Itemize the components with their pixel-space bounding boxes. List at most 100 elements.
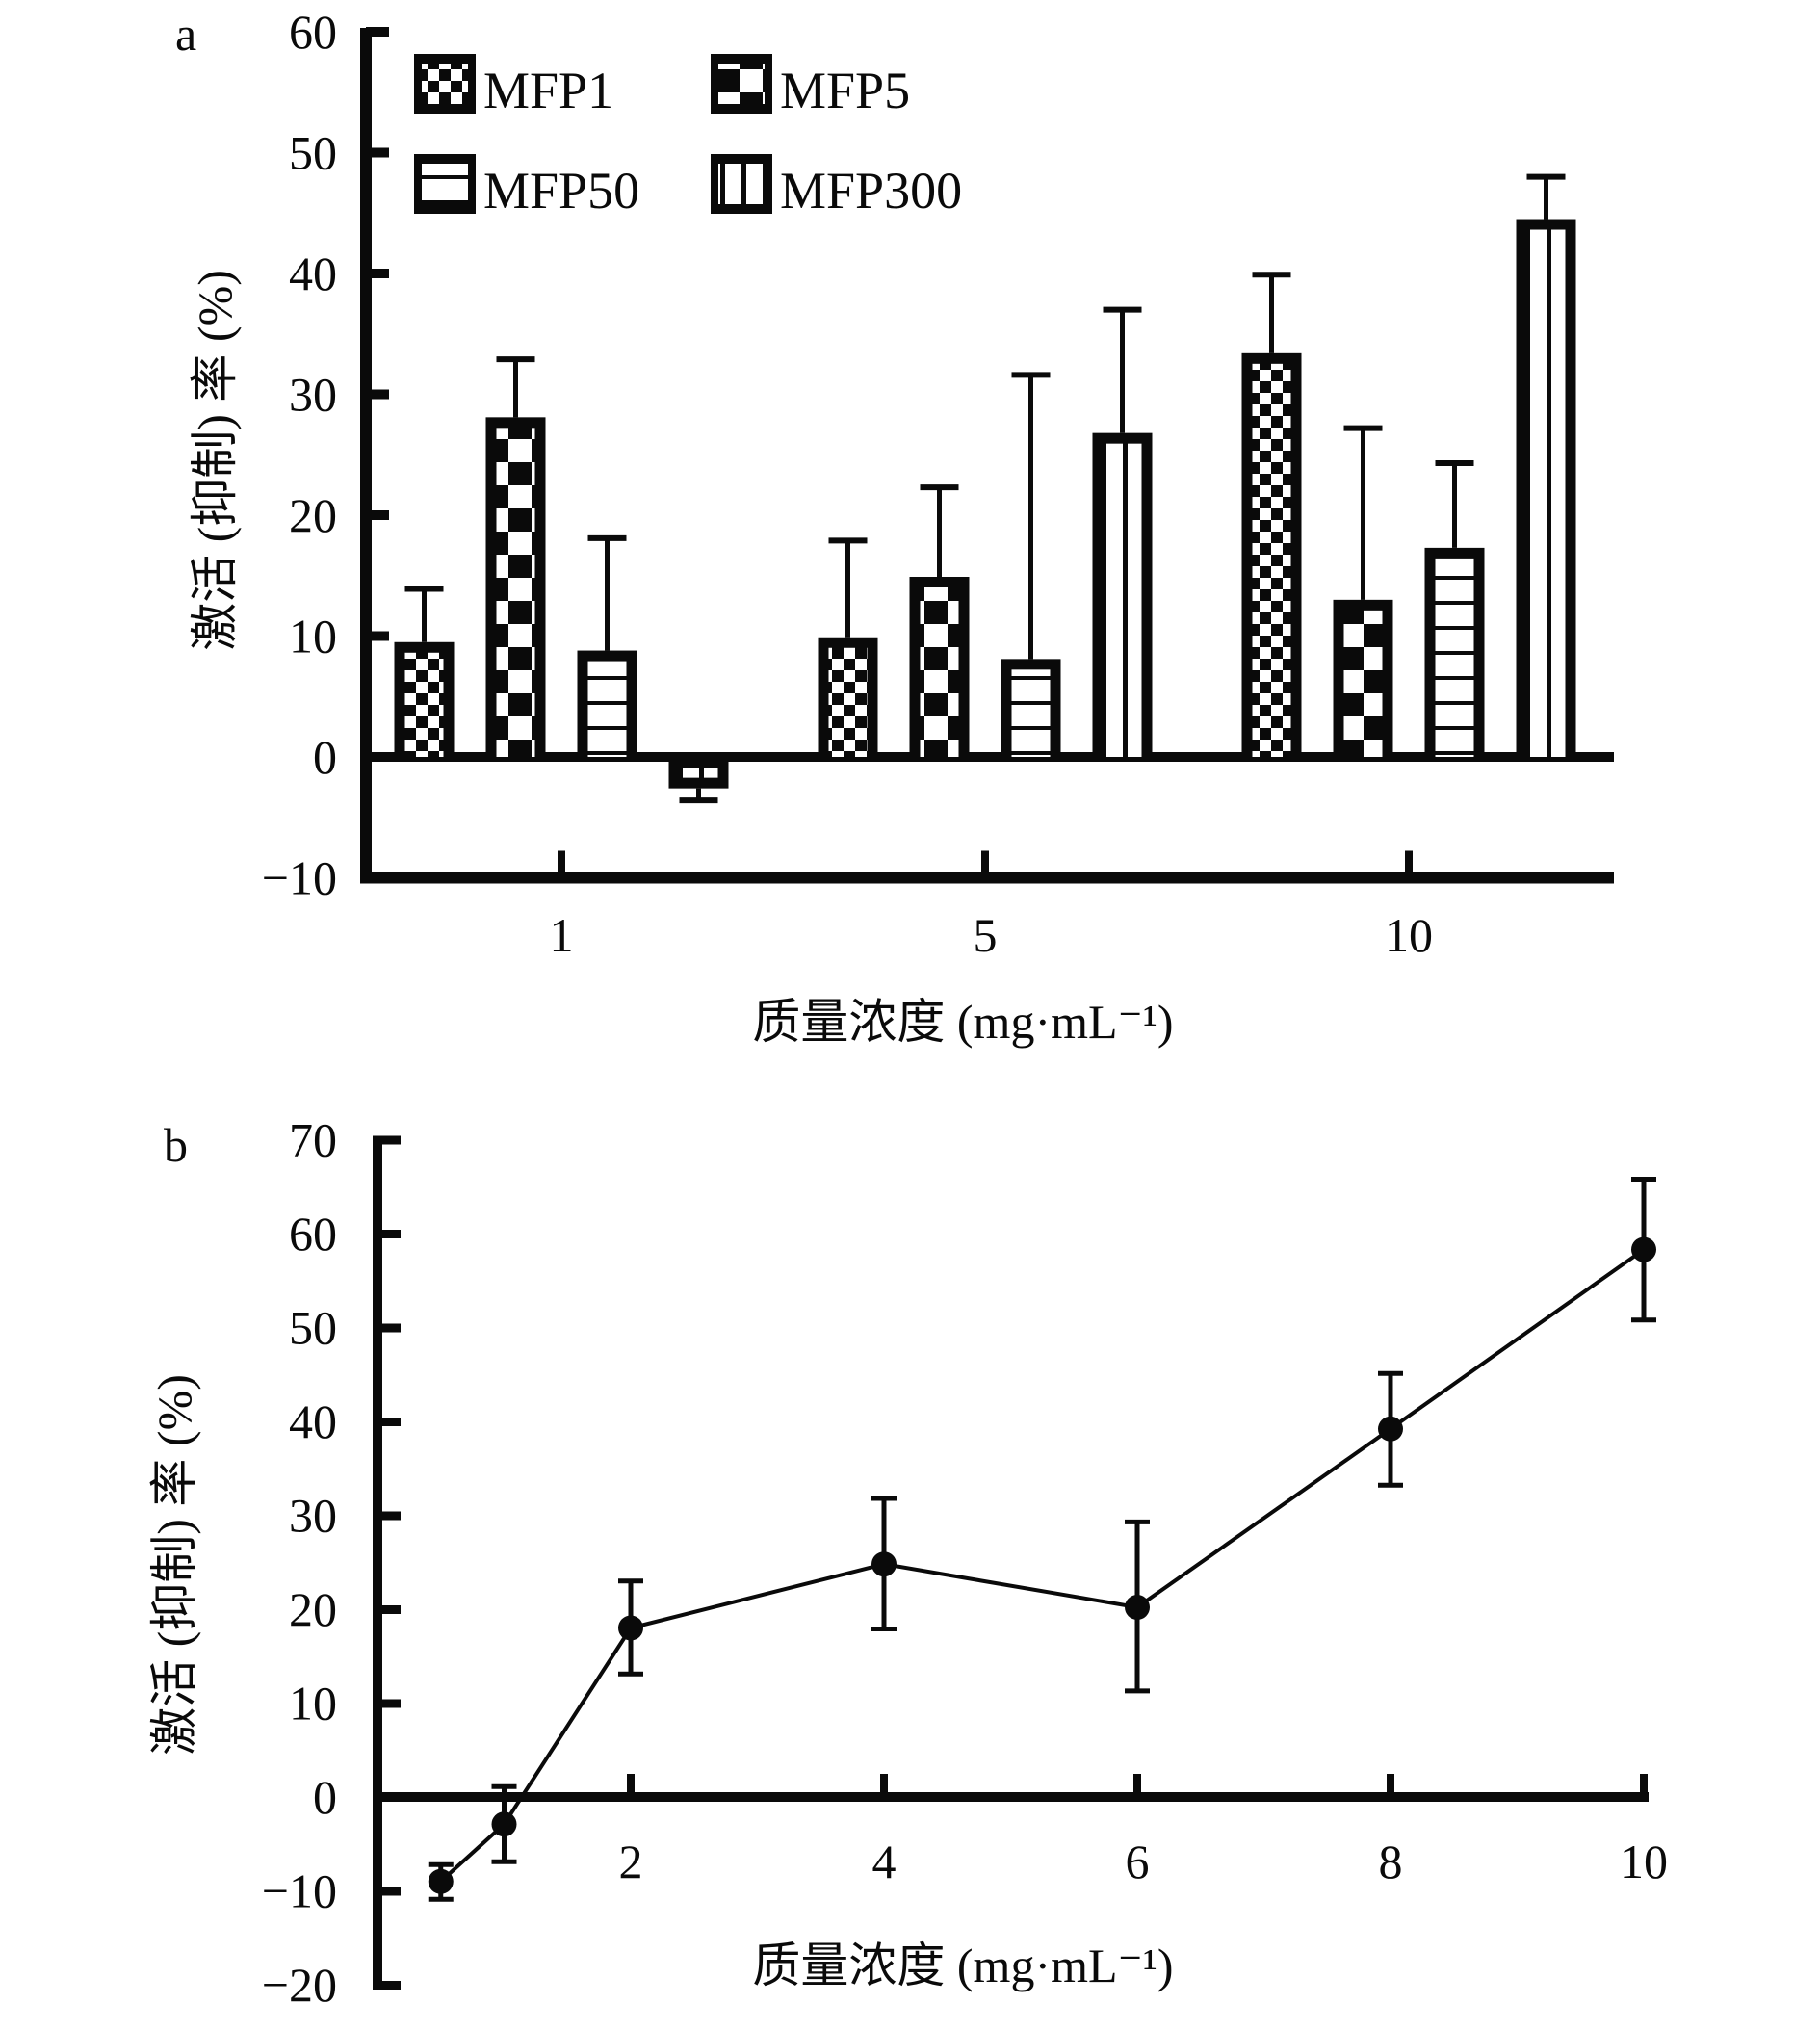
- panel-a-y-axis-title: 激活 (抑制) 率 (%): [188, 270, 242, 651]
- panel-b-y-tick-label: 70: [289, 1113, 337, 1167]
- panel-a-y-tick: [366, 269, 389, 278]
- panel-b-y-tick: [377, 1793, 401, 1802]
- panel-a-y-tick: [366, 631, 389, 641]
- panel-a-y-tick-labels: −10 0 10 20 30 40 50 60: [262, 5, 337, 905]
- panel-a-x-tick: [558, 850, 565, 878]
- panel-b-y-tick-label: −20: [262, 1958, 337, 2012]
- data-marker: [618, 1615, 643, 1641]
- data-point-1: [491, 1783, 517, 1864]
- bar-fill: [920, 587, 959, 757]
- panel-b-x-tick-label: 10: [1620, 1835, 1668, 1888]
- legend-swatch-horizontal-lines: [422, 164, 468, 204]
- panel-a-axes: [360, 27, 1614, 884]
- panel-a-x-tick-label: 1: [550, 908, 574, 962]
- panel-a-legend: MFP1 MFP5 MFP50 MFP300: [414, 54, 962, 220]
- panel-b-y-tick: [377, 1605, 401, 1614]
- panel-a-y-tick-label: 60: [289, 5, 337, 59]
- panel-b-x-tick: [1387, 1774, 1394, 1797]
- bar-mfp50-1: [577, 534, 637, 757]
- data-point-10: [1631, 1176, 1656, 1323]
- panel-a-y-tick: [366, 27, 389, 37]
- panel-a-y-tick-label: 30: [289, 368, 337, 422]
- panel-b-series-line: [439, 1247, 1646, 1884]
- panel-a-zero-line: [366, 752, 1614, 762]
- panel-a-y-tick: [366, 389, 389, 400]
- panel-b-y-tick: [377, 1699, 401, 1708]
- legend-item-mfp1: MFP1: [414, 54, 613, 119]
- bar-mfp1-5: [818, 537, 878, 757]
- panel-a-y-tick: [366, 752, 389, 762]
- legend-label: MFP5: [780, 62, 910, 119]
- bar-mfp5-1: [485, 356, 546, 757]
- legend-item-mfp5: MFP5: [711, 54, 910, 119]
- bar-mfp300-10: [1516, 173, 1576, 757]
- panel-b-y-tick-label: −10: [262, 1864, 337, 1918]
- bar-fill: [1252, 363, 1291, 757]
- bar-mfp300-1: [668, 757, 729, 804]
- bar-fill: [587, 661, 627, 757]
- legend-label: MFP50: [483, 162, 639, 220]
- panel-b-label: b: [164, 1118, 188, 1172]
- bar-fill: [1343, 610, 1383, 757]
- legend-swatch-fine-checker: [422, 64, 468, 104]
- panel-b-y-tick-label: 40: [289, 1394, 337, 1448]
- panel-b-x-axis-title: 质量浓度 (mg·mL⁻¹): [752, 1939, 1173, 1992]
- panel-b-x-tick-labels: 2 4 6 8 10: [619, 1835, 1669, 1888]
- bar-fill: [1103, 443, 1142, 757]
- panel-a-y-tick: [366, 510, 389, 520]
- panel-b-series: [428, 1176, 1656, 1902]
- panel-b-axes: [373, 1135, 1649, 1990]
- panel-b-y-tick: [377, 1887, 401, 1896]
- panel-b-y-axis-line: [373, 1135, 382, 1990]
- panel-b-line-chart: b −20 −10 0 10 20 30 40 50 60 70 2 4 6 8 10 激活 (抑制) 率…: [147, 1113, 1668, 2013]
- panel-a-x-axis-title: 质量浓度 (mg·mL⁻¹): [752, 995, 1173, 1049]
- legend-item-mfp50: MFP50: [414, 154, 639, 220]
- panel-a-x-tick-label: 10: [1385, 908, 1433, 962]
- data-point-2: [618, 1578, 643, 1677]
- panel-b-y-tick-label: 10: [289, 1677, 337, 1731]
- bar-mfp5-5: [909, 484, 970, 757]
- bar-mfp50-5: [1001, 372, 1061, 757]
- panel-b-x-tick: [1133, 1774, 1141, 1797]
- data-marker: [491, 1811, 517, 1837]
- panel-a-x-tick-label: 5: [974, 908, 998, 962]
- panel-b-y-tick-label: 0: [313, 1770, 337, 1824]
- data-point-6: [1125, 1519, 1150, 1694]
- panel-a-y-tick-label: 50: [289, 126, 337, 180]
- legend-swatch-coarse-checker: [718, 64, 765, 104]
- panel-b-y-tick: [377, 1511, 401, 1521]
- data-marker: [428, 1868, 454, 1894]
- panel-a-y-tick-label: 10: [289, 610, 337, 664]
- bar-fill: [496, 428, 535, 757]
- panel-b-y-tick-label: 50: [289, 1301, 337, 1355]
- panel-b-y-tick-label: 30: [289, 1489, 337, 1543]
- legend-label: MFP300: [780, 162, 962, 220]
- panel-b-x-tick-label: 8: [1379, 1835, 1403, 1888]
- bar-fill: [828, 647, 868, 757]
- bar-mfp1-1: [394, 586, 455, 757]
- panel-a-y-tick-label: 40: [289, 247, 337, 300]
- panel-a-x-tick-labels: 1 5 10: [550, 908, 1434, 962]
- panel-b-y-tick: [377, 1230, 401, 1238]
- panel-b-y-tick-label: 60: [289, 1207, 337, 1261]
- data-point-0.5: [428, 1861, 454, 1902]
- bar-mfp300-5: [1092, 306, 1153, 757]
- data-point-4: [871, 1496, 897, 1631]
- bar-fill: [1011, 669, 1051, 757]
- panel-b-y-tick: [377, 1135, 401, 1145]
- panel-b-x-tick: [627, 1774, 635, 1797]
- data-marker: [1125, 1595, 1150, 1621]
- bar-mfp5-10: [1333, 425, 1393, 757]
- panel-a-y-tick-label: −10: [262, 851, 337, 905]
- panel-b-y-tick: [377, 1323, 401, 1333]
- panel-b-y-tick: [377, 1418, 401, 1426]
- bar-mfp50-10: [1424, 460, 1485, 757]
- data-marker: [871, 1551, 897, 1577]
- panel-b-x-axis-line: [377, 1792, 1649, 1802]
- legend-swatch-vertical-lines: [718, 164, 765, 204]
- panel-b-y-tick: [377, 1981, 401, 1990]
- bar-fill: [679, 768, 718, 778]
- panel-a-y-tick: [366, 147, 389, 158]
